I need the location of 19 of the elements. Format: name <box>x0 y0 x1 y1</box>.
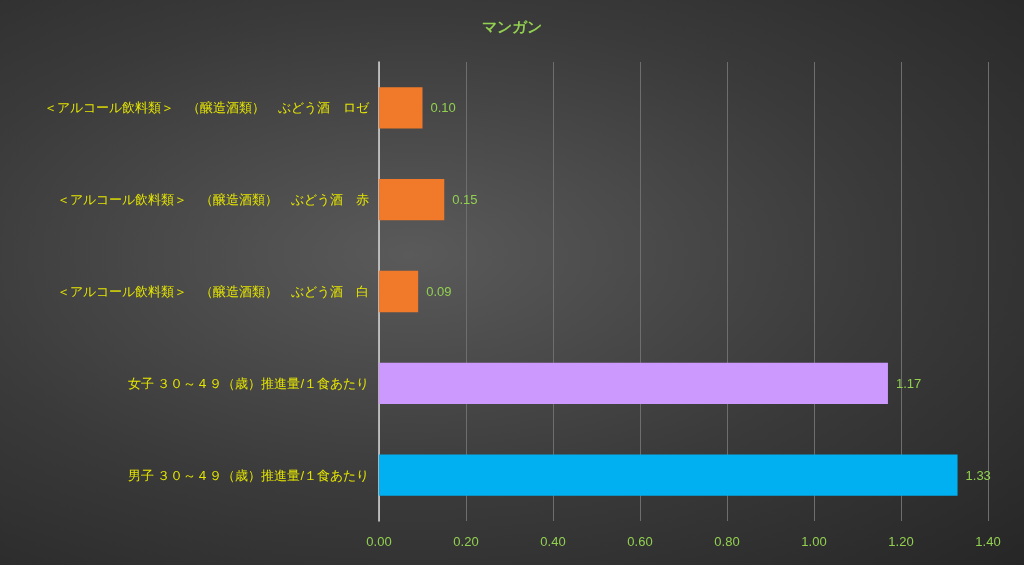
y-tick-label: 男子 ３０～４９（歳）推進量/１食あたり <box>127 467 369 483</box>
data-label: 0.09 <box>426 284 452 299</box>
data-label: 1.17 <box>895 375 922 391</box>
x-tick-label: 1.00 <box>801 534 827 549</box>
x-tick-label: 0.60 <box>627 534 653 549</box>
data-label: 1.33 <box>965 467 991 483</box>
y-tick-label: ＜アルコール飲料類＞ （醸造酒類） ぶどう酒 ロゼ <box>44 100 370 116</box>
y-tick-label: ＜アルコール飲料類＞ （醸造酒類） ぶどう酒 白 <box>57 284 369 299</box>
x-tick-label: 0.40 <box>540 534 566 549</box>
x-tick-label: 0.80 <box>714 534 740 549</box>
data-label: 0.15 <box>452 192 478 208</box>
y-tick-label: ＜アルコール飲料類＞ （醸造酒類） ぶどう酒 赤 <box>57 192 369 208</box>
x-tick-label: 1.40 <box>975 534 1001 549</box>
x-tick-label: 0.00 <box>366 534 392 549</box>
x-tick-label: 1.20 <box>888 534 914 549</box>
chart-title: マンガン <box>482 18 542 35</box>
data-label: 0.10 <box>430 100 456 116</box>
x-tick-label: 0.20 <box>453 534 479 549</box>
y-tick-label: 女子 ３０～４９（歳）推進量/１食あたり <box>127 375 369 391</box>
